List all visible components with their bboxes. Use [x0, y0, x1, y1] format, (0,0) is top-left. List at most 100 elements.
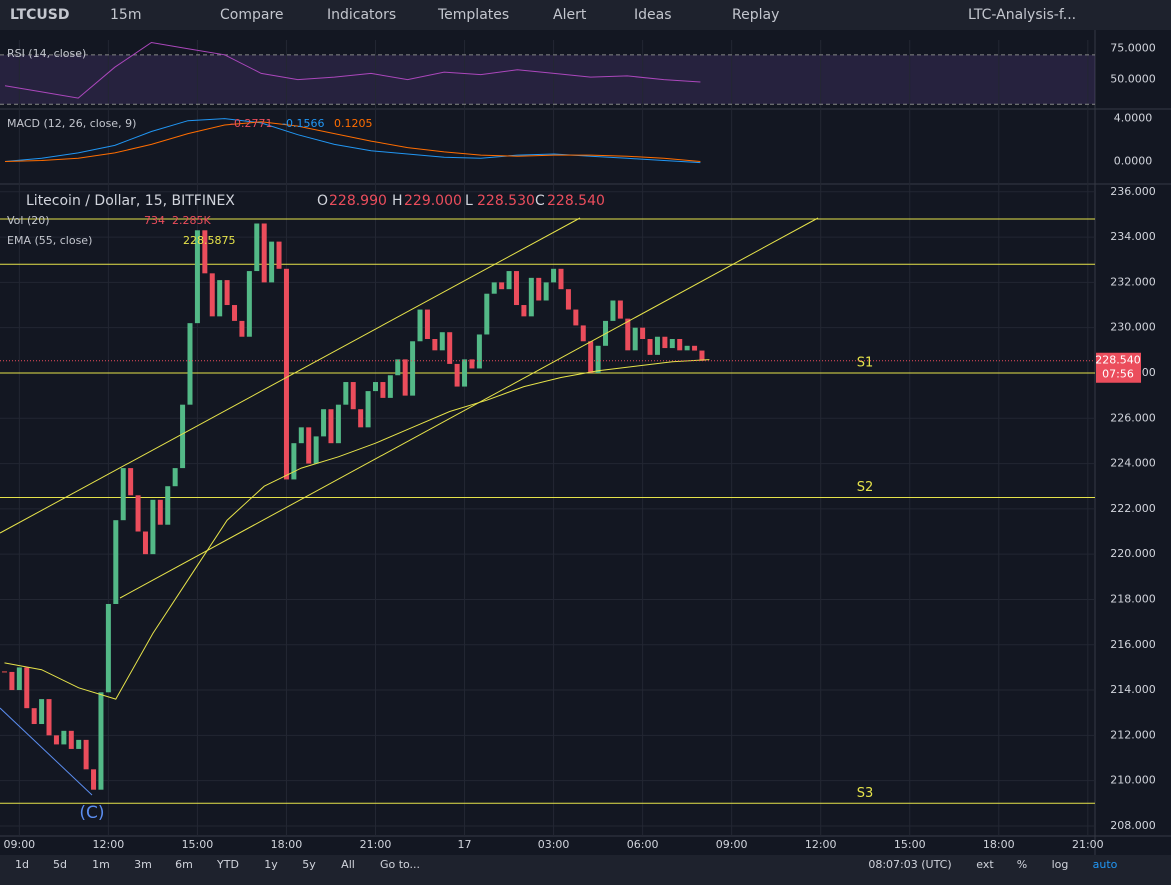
candle — [98, 692, 104, 790]
x-tick-label: 21:00 — [360, 838, 392, 851]
candle — [625, 318, 631, 351]
candle — [669, 339, 675, 349]
rsi-band — [0, 55, 1095, 104]
candle — [543, 282, 549, 301]
trend-line — [119, 217, 819, 599]
range-button[interactable]: 5d — [53, 858, 67, 871]
candle — [128, 468, 134, 496]
scale-option[interactable]: log — [1052, 858, 1069, 871]
range-button[interactable]: 5y — [302, 858, 316, 871]
y-tick-label: 50.0000 — [1110, 73, 1156, 86]
candle — [439, 332, 445, 351]
candle — [506, 271, 512, 290]
wave-line — [0, 707, 93, 796]
toolbar-button[interactable]: Templates — [437, 7, 509, 23]
last-price: 228.540 — [1095, 354, 1141, 367]
candle — [647, 339, 653, 355]
range-button[interactable]: YTD — [216, 858, 239, 871]
candle — [610, 300, 616, 321]
level-label: S2 — [857, 480, 874, 495]
candle — [83, 739, 89, 770]
candle — [580, 325, 586, 342]
ohlc-value: 228.530 — [477, 193, 535, 209]
scale-option[interactable]: % — [1017, 858, 1027, 871]
last-price-tag — [1096, 352, 1141, 383]
ohlc-value: 228.540 — [547, 193, 605, 209]
candle — [76, 739, 82, 749]
symbol[interactable]: LTCUSD — [10, 7, 70, 23]
y-tick-label: 0.0000 — [1114, 155, 1153, 168]
x-tick-label: 21:00 — [1072, 838, 1104, 851]
candle — [699, 350, 705, 361]
candle — [105, 603, 111, 693]
volume-reading: 734 — [144, 214, 165, 227]
candle — [350, 382, 356, 410]
range-button[interactable]: 1y — [264, 858, 278, 871]
toolbar-button[interactable]: Indicators — [327, 7, 396, 23]
candle — [551, 268, 557, 283]
candle — [291, 443, 297, 480]
toolbar-button[interactable]: Compare — [220, 7, 284, 23]
candle — [202, 230, 208, 274]
y-tick-label: 226.000 — [1110, 411, 1156, 424]
candle — [432, 339, 438, 351]
candle — [187, 323, 193, 405]
toolbar — [0, 0, 1171, 30]
candle — [358, 409, 364, 428]
candle — [246, 271, 252, 337]
candle — [328, 409, 334, 444]
rsi-line — [4, 41, 701, 99]
y-tick-label: 212.000 — [1110, 728, 1156, 741]
candle — [224, 280, 230, 306]
candle — [395, 359, 401, 376]
candle — [343, 382, 349, 405]
interval[interactable]: 15m — [110, 7, 141, 23]
candle — [254, 223, 260, 272]
ohlc-key: O — [317, 193, 328, 209]
candle — [283, 268, 289, 480]
range-button[interactable]: All — [341, 858, 355, 871]
candle — [410, 341, 416, 396]
candle — [521, 305, 527, 317]
candle — [491, 282, 497, 294]
x-tick-label: 15:00 — [894, 838, 926, 851]
toolbar-button[interactable]: Replay — [732, 7, 779, 23]
y-tick-label: 216.000 — [1110, 638, 1156, 651]
wave-label: (C) — [79, 803, 104, 823]
candle — [365, 391, 371, 428]
candle — [261, 223, 267, 283]
candle — [239, 320, 245, 337]
layout-name[interactable]: LTC-Analysis-f... — [968, 7, 1076, 23]
footer — [0, 855, 1171, 885]
candle — [91, 769, 97, 790]
plot: S1 S2 S3 (C) — [0, 41, 1095, 823]
ema-line — [4, 359, 710, 700]
candle — [46, 699, 52, 736]
y-tick-label: 230.000 — [1110, 321, 1156, 334]
range-button[interactable]: 3m — [134, 858, 152, 871]
range-button[interactable]: 6m — [175, 858, 193, 871]
range-button[interactable]: 1m — [92, 858, 110, 871]
macd-reading: -0.2771 — [230, 117, 272, 130]
y-tick-label: 236.000 — [1110, 185, 1156, 198]
candle — [402, 359, 408, 396]
level-label: S1 — [857, 355, 874, 370]
range-button[interactable]: 1d — [15, 858, 29, 871]
x-tick-label: 18:00 — [271, 838, 303, 851]
x-tick-label: 06:00 — [627, 838, 659, 851]
scale-option[interactable]: auto — [1093, 858, 1118, 871]
macd-reading: -0.1566 — [282, 117, 324, 130]
range-button[interactable]: Go to... — [380, 858, 420, 871]
toolbar-button[interactable]: Ideas — [634, 7, 672, 23]
candle — [387, 375, 393, 398]
toolbar-button[interactable]: Alert — [553, 7, 587, 23]
y-tick-label: 208.000 — [1110, 819, 1156, 832]
level-label: S3 — [857, 786, 874, 801]
clock: 08:07:03 (UTC) — [868, 858, 951, 871]
volume-title: Vol (20) — [7, 214, 50, 227]
scale-option[interactable]: ext — [976, 858, 994, 871]
candle — [9, 671, 15, 691]
x-tick-label: 09:00 — [716, 838, 748, 851]
ema-reading: 228.5875 — [183, 234, 236, 247]
candle — [165, 486, 171, 525]
